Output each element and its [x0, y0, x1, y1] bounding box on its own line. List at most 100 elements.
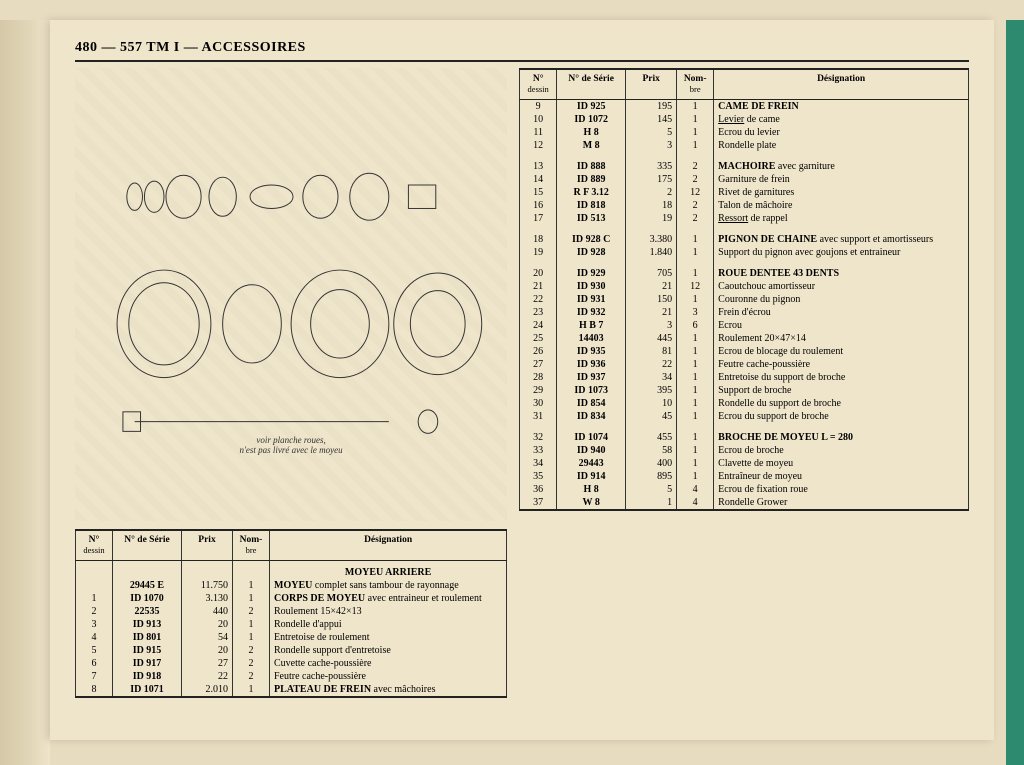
cell-des: PIGNON DE CHAINE avec support et amortis…: [714, 233, 969, 246]
cell-nb: 12: [677, 186, 714, 199]
table-section-row: MOYEU ARRIERE: [76, 561, 507, 580]
table-row: 27ID 936221Feutre cache-poussière: [520, 358, 969, 371]
cell-des: Rondelle du support de broche: [714, 397, 969, 410]
cell-nb: 1: [677, 126, 714, 139]
cell-n: 22: [520, 293, 557, 306]
cell-serie: ID 1073: [557, 384, 626, 397]
cell-des: Support du pignon avec goujons et entrai…: [714, 246, 969, 259]
cell-serie: R F 3.12: [557, 186, 626, 199]
cell-des: Ecrou du levier: [714, 126, 969, 139]
cell-prix: 335: [626, 160, 677, 173]
cell-nb: 2: [677, 212, 714, 225]
col-serie: N° de Série: [113, 530, 182, 561]
cell-nb: 2: [233, 657, 270, 670]
cell-serie: ID 932: [557, 306, 626, 319]
cell-n: 19: [520, 246, 557, 259]
table-row: 20ID 9297051ROUE DENTEE 43 DENTS: [520, 267, 969, 280]
section-title: ACCESSOIRES: [201, 40, 305, 55]
catalog-ref: 557 TM I: [120, 40, 180, 55]
cell-prix: 895: [626, 470, 677, 483]
table-row: 3ID 913201Rondelle d'appui: [76, 618, 507, 631]
cell-n: 29: [520, 384, 557, 397]
cell-des: Support de broche: [714, 384, 969, 397]
table-row: 18ID 928 C3.3801PIGNON DE CHAINE avec su…: [520, 233, 969, 246]
caption-line1: voir planche roues,: [256, 435, 325, 445]
cell-nb: 1: [677, 457, 714, 470]
cell-des: Ecrou: [714, 319, 969, 332]
cell-nb: 1: [233, 592, 270, 605]
cell-prix: 21: [626, 306, 677, 319]
cell-nb: 1: [233, 618, 270, 631]
cell-serie: 22535: [113, 605, 182, 618]
cell-des: Roulement 20×47×14: [714, 332, 969, 345]
cell-des: CORPS DE MOYEU avec entraineur et roulem…: [270, 592, 507, 605]
cell-nb: 1: [677, 431, 714, 444]
cell-serie: ID 1072: [557, 113, 626, 126]
table-row: 9ID 9251951CAME DE FREIN: [520, 100, 969, 114]
cell-n: 2: [76, 605, 113, 618]
cell-prix: 5: [626, 483, 677, 496]
cell-prix: 1.840: [626, 246, 677, 259]
table-row: 33ID 940581Ecrou de broche: [520, 444, 969, 457]
cell-serie: 14403: [557, 332, 626, 345]
table-row: 31ID 834451Ecrou du support de broche: [520, 410, 969, 423]
cell-des: Entraîneur de moyeu: [714, 470, 969, 483]
cell-nb: 6: [677, 319, 714, 332]
col-prix: Prix: [182, 530, 233, 561]
table-row: 17ID 513192Ressort de rappel: [520, 212, 969, 225]
cell-des: Ecrou de fixation roue: [714, 483, 969, 496]
cell-des: MACHOIRE avec garniture: [714, 160, 969, 173]
cell-prix: 195: [626, 100, 677, 114]
cell-des: Frein d'écrou: [714, 306, 969, 319]
cell-prix: 27: [182, 657, 233, 670]
cell-n: 21: [520, 280, 557, 293]
cell-prix: 34: [626, 371, 677, 384]
cell-serie: W 8: [557, 496, 626, 510]
cell-des: Ecrou du support de broche: [714, 410, 969, 423]
cell-des: PLATEAU DE FREIN avec mâchoires: [270, 683, 507, 697]
col-ndessin: N°: [89, 535, 100, 545]
right-table-body: 9ID 9251951CAME DE FREIN10ID 10721451Lev…: [520, 100, 969, 511]
cell-prix: 11.750: [182, 579, 233, 592]
cell-serie: ID 940: [557, 444, 626, 457]
cell-n: 34: [520, 457, 557, 470]
cell-serie: ID 928 C: [557, 233, 626, 246]
cell-serie: ID 930: [557, 280, 626, 293]
cell-des: Garniture de frein: [714, 173, 969, 186]
cell-des: Couronne du pignon: [714, 293, 969, 306]
cell-n: 36: [520, 483, 557, 496]
cell-serie: ID 888: [557, 160, 626, 173]
table-row: 10ID 10721451Levier de came: [520, 113, 969, 126]
cell-prix: 54: [182, 631, 233, 644]
cell-des: MOYEU complet sans tambour de rayonnage: [270, 579, 507, 592]
cell-prix: 81: [626, 345, 677, 358]
table-row: 29445 E11.7501MOYEU complet sans tambour…: [76, 579, 507, 592]
table-row: 37W 814Rondelle Grower: [520, 496, 969, 510]
cell-prix: 2.010: [182, 683, 233, 697]
cell-n: 7: [76, 670, 113, 683]
cell-n: 33: [520, 444, 557, 457]
cell-serie: ID 834: [557, 410, 626, 423]
cell-des: Rondelle Grower: [714, 496, 969, 510]
cell-nb: 1: [677, 139, 714, 152]
table-row: [520, 259, 969, 267]
cell-des: Rondelle d'appui: [270, 618, 507, 631]
cell-n: 27: [520, 358, 557, 371]
cell-nb: 2: [233, 605, 270, 618]
cell-serie: 29445 E: [113, 579, 182, 592]
cell-prix: 18: [626, 199, 677, 212]
cell-serie: ID 925: [557, 100, 626, 114]
table-row: 4ID 801541Entretoise de roulement: [76, 631, 507, 644]
table-row: 12M 831Rondelle plate: [520, 139, 969, 152]
table-row: 26ID 935811Ecrou de blocage du roulement: [520, 345, 969, 358]
right-parts-table: N°dessin N° de Série Prix Nom-bre Désign…: [519, 68, 969, 511]
left-column: voir planche roues, n'est pas livré avec…: [75, 68, 507, 698]
cell-nb: 2: [233, 644, 270, 657]
book-edge: [1006, 20, 1024, 765]
cell-n: 9: [520, 100, 557, 114]
cell-serie: M 8: [557, 139, 626, 152]
cell-nb: 1: [677, 233, 714, 246]
cell-prix: 58: [626, 444, 677, 457]
left-parts-table: N°dessin N° de Série Prix Nom-bre Désign…: [75, 529, 507, 698]
cell-serie: ID 818: [557, 199, 626, 212]
